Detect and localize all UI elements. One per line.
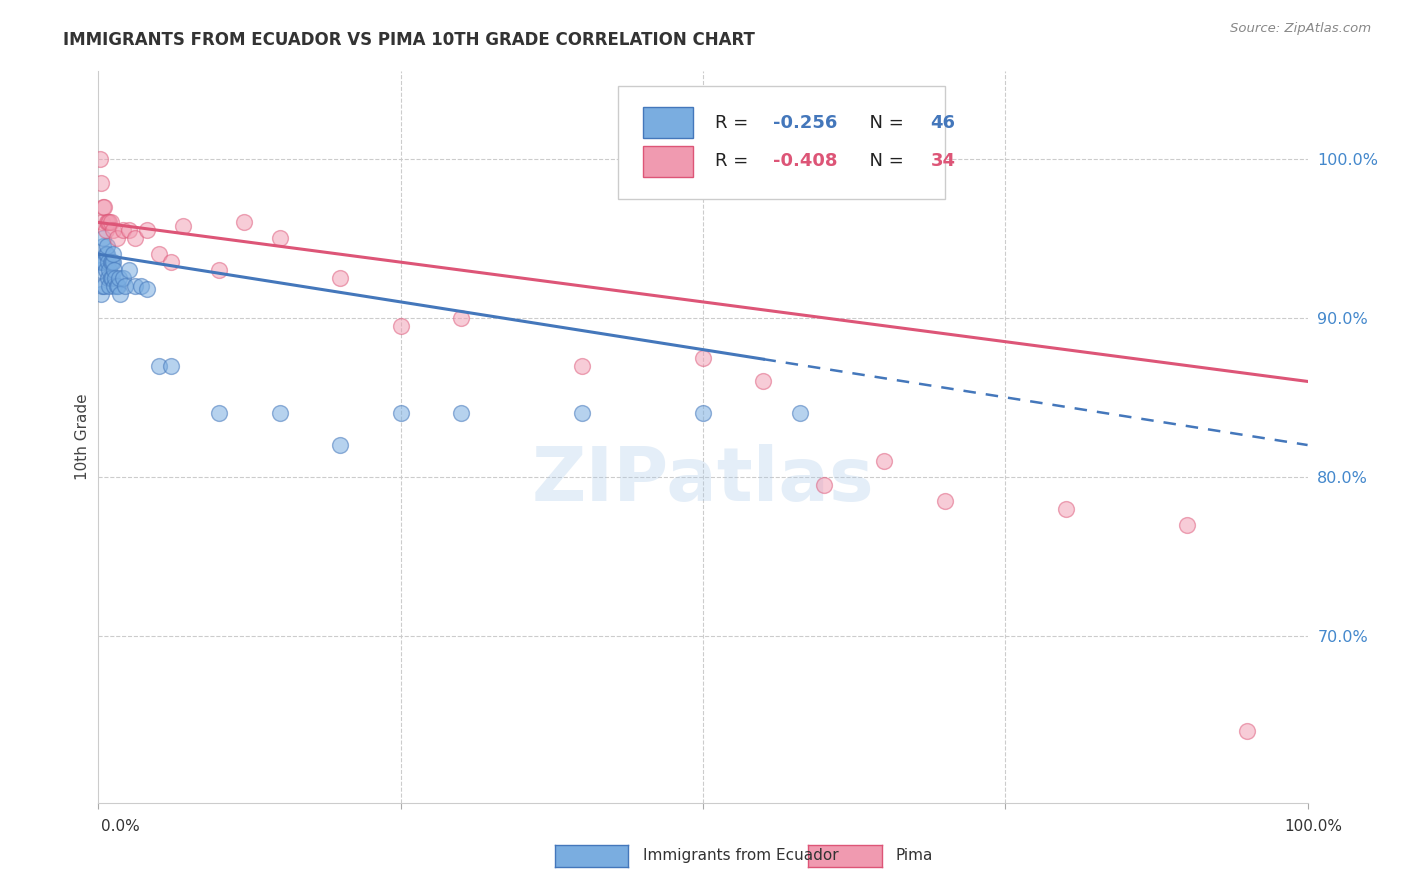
Point: [101, 255, 124, 269]
Point: [124, 279, 146, 293]
Point: [104, 271, 127, 285]
Point: [97, 215, 120, 229]
Point: [93, 200, 115, 214]
Point: [98, 263, 121, 277]
FancyBboxPatch shape: [643, 107, 693, 138]
Point: [96, 247, 118, 261]
Point: [98, 279, 121, 293]
Point: [692, 406, 714, 420]
Point: [100, 271, 122, 285]
Point: [94, 263, 117, 277]
Text: -0.408: -0.408: [773, 153, 838, 170]
Point: [692, 351, 714, 365]
Point: [100, 215, 122, 229]
Text: IMMIGRANTS FROM ECUADOR VS PIMA 10TH GRADE CORRELATION CHART: IMMIGRANTS FROM ECUADOR VS PIMA 10TH GRA…: [63, 31, 755, 49]
Text: 0.0%: 0.0%: [101, 819, 141, 834]
Point: [97, 271, 120, 285]
Point: [148, 359, 170, 373]
Point: [118, 263, 141, 277]
Point: [232, 215, 254, 229]
Point: [105, 231, 128, 245]
Point: [873, 454, 896, 468]
Point: [389, 406, 412, 420]
Point: [118, 223, 141, 237]
Point: [934, 493, 956, 508]
Point: [105, 279, 128, 293]
Point: [329, 438, 352, 452]
Point: [90, 287, 112, 301]
Point: [135, 223, 157, 237]
Point: [329, 271, 352, 285]
Point: [91, 239, 114, 253]
Point: [97, 255, 120, 269]
Point: [450, 310, 472, 325]
Point: [172, 219, 194, 233]
Point: [208, 263, 231, 277]
Point: [90, 255, 112, 269]
Point: [269, 406, 291, 420]
Y-axis label: 10th Grade: 10th Grade: [75, 393, 90, 481]
Point: [571, 406, 593, 420]
Point: [450, 406, 472, 420]
Point: [107, 279, 129, 293]
Point: [96, 215, 118, 229]
Text: 100.0%: 100.0%: [1285, 819, 1343, 834]
Point: [1175, 517, 1198, 532]
Point: [160, 359, 183, 373]
Point: [108, 287, 131, 301]
Text: Pima: Pima: [896, 848, 934, 863]
Text: Source: ZipAtlas.com: Source: ZipAtlas.com: [1230, 22, 1371, 36]
Point: [93, 279, 115, 293]
Point: [148, 247, 170, 261]
Point: [789, 406, 811, 420]
Point: [100, 271, 122, 285]
Point: [752, 375, 775, 389]
Text: R =: R =: [716, 113, 754, 131]
Text: 34: 34: [931, 153, 955, 170]
FancyBboxPatch shape: [619, 86, 945, 200]
Point: [98, 215, 121, 229]
Point: [103, 279, 125, 293]
Point: [114, 279, 136, 293]
Point: [208, 406, 231, 420]
Text: 46: 46: [931, 113, 955, 131]
Point: [101, 247, 124, 261]
Point: [94, 247, 117, 261]
Point: [94, 223, 117, 237]
Point: [571, 359, 593, 373]
Point: [89, 152, 111, 166]
Point: [269, 231, 291, 245]
Point: [108, 271, 131, 285]
Point: [91, 255, 114, 269]
Point: [91, 215, 114, 229]
Point: [389, 318, 412, 333]
Point: [160, 255, 183, 269]
Point: [100, 255, 122, 269]
Point: [101, 223, 124, 237]
Text: N =: N =: [858, 153, 910, 170]
Point: [91, 279, 114, 293]
Point: [124, 231, 146, 245]
Point: [103, 263, 125, 277]
Point: [90, 176, 112, 190]
Point: [91, 231, 114, 245]
Point: [100, 255, 122, 269]
Text: Immigrants from Ecuador: Immigrants from Ecuador: [643, 848, 838, 863]
Point: [111, 271, 134, 285]
Point: [129, 279, 152, 293]
Point: [96, 239, 118, 253]
Point: [111, 223, 134, 237]
Point: [1054, 501, 1077, 516]
Point: [813, 477, 835, 491]
Point: [89, 263, 111, 277]
Text: R =: R =: [716, 153, 754, 170]
Text: N =: N =: [858, 113, 910, 131]
Point: [1236, 724, 1258, 739]
Point: [91, 200, 114, 214]
Text: -0.256: -0.256: [773, 113, 838, 131]
Point: [93, 255, 115, 269]
Point: [135, 282, 157, 296]
Text: ZIPatlas: ZIPatlas: [531, 444, 875, 517]
FancyBboxPatch shape: [643, 146, 693, 177]
